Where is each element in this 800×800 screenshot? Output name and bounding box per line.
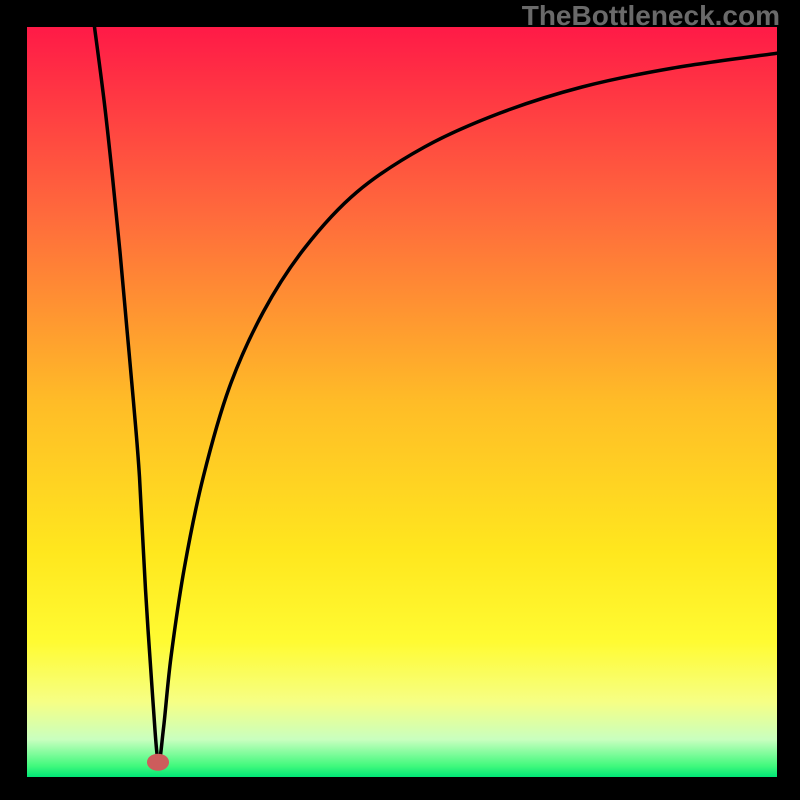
chart-root: TheBottleneck.com xyxy=(0,0,800,800)
watermark-text: TheBottleneck.com xyxy=(522,0,780,32)
optimum-marker xyxy=(147,754,169,771)
plot-area xyxy=(27,27,777,777)
curve-svg xyxy=(27,27,777,777)
bottleneck-curve xyxy=(95,27,778,763)
